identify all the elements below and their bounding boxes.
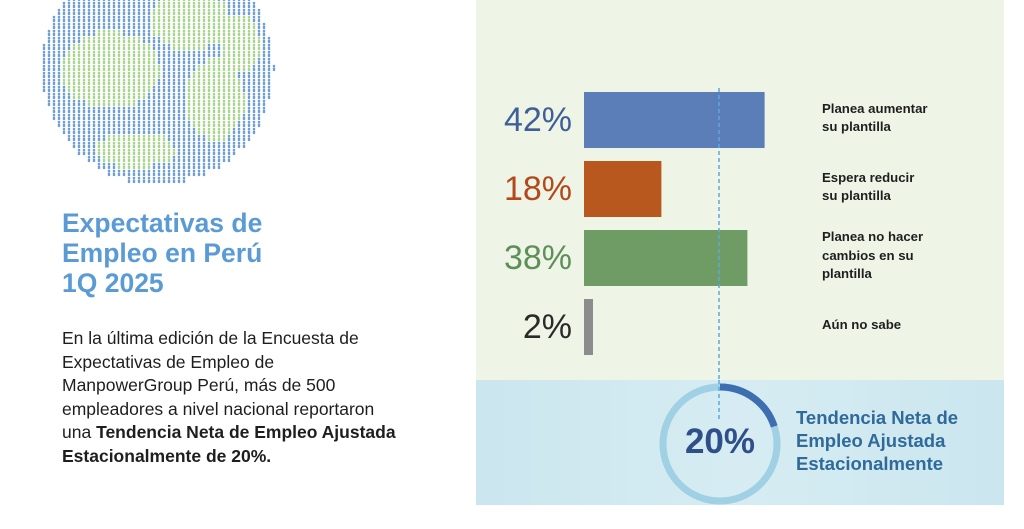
globe-figures	[42, 0, 276, 184]
net-employment-value: 20%	[684, 422, 756, 461]
net-employment-ring	[656, 380, 784, 508]
globe-image	[42, 0, 276, 184]
bar-value-label: 2%	[522, 308, 572, 346]
title-line-3: 1Q 2025	[62, 268, 164, 298]
category-label: Espera reducir su plantilla	[822, 169, 915, 204]
bar-chart-svg	[584, 88, 765, 380]
bar-value-label: 38%	[503, 239, 572, 277]
intro-text-bold: Tendencia Neta de Empleo Ajustada Estaci…	[62, 422, 396, 466]
net-employment-band	[476, 380, 1004, 505]
title-line-1: Expectativas de	[62, 208, 263, 238]
bar-1	[584, 92, 765, 148]
bar-3	[584, 230, 748, 286]
net-employment-title: Tendencia Neta de Empleo Ajustada Estaci…	[796, 406, 1006, 475]
intro-text: En la última edición de la Encuesta de E…	[62, 328, 375, 442]
category-label: Aún no sabe	[822, 316, 902, 332]
bar-value-label: 18%	[503, 170, 572, 208]
globe-illustration	[40, 0, 276, 186]
bar-value-label: 42%	[503, 101, 572, 139]
page-title: Expectativas de Empleo en Perú 1Q 2025	[62, 208, 362, 298]
ring-gauge	[659, 380, 781, 505]
category-label: Planea no hacer cambios en su plantilla	[822, 229, 924, 282]
bar-2	[584, 161, 662, 217]
net-title-line-2: Empleo Ajustada	[796, 430, 946, 451]
bar-chart	[476, 0, 1004, 380]
bar-4	[584, 299, 593, 355]
net-title-line-3: Estacionalmente	[796, 453, 944, 474]
title-line-2: Empleo en Perú	[62, 238, 263, 268]
ring-progress	[659, 383, 781, 505]
net-title-line-1: Tendencia Neta de	[796, 407, 959, 428]
intro-paragraph: En la última edición de la Encuesta de E…	[62, 327, 407, 468]
category-label: Planea aumentar su plantilla	[822, 100, 928, 135]
